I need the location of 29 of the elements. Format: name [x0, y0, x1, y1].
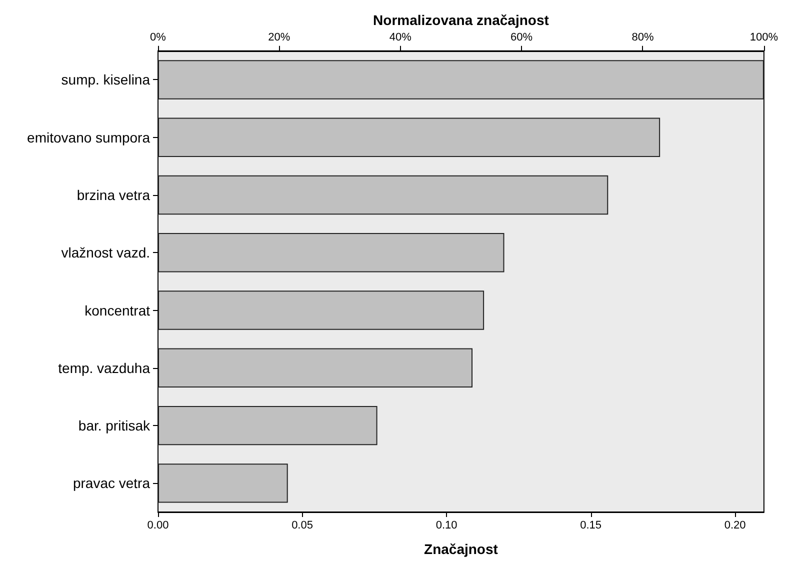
bar [158, 348, 473, 388]
x-tick-label: 0.05 [292, 520, 313, 532]
bar [158, 118, 660, 157]
y-tick-label: temp. vazduha [58, 360, 150, 376]
y-tick-label: koncentrat [84, 302, 150, 318]
x-tick-label: 0.10 [436, 520, 458, 532]
bar [158, 233, 504, 272]
x2-tick-label: 40% [389, 31, 412, 44]
y-tick-label: vlažnost vazd. [61, 244, 150, 261]
y-tick-label: bar. pritisak [78, 418, 151, 434]
bar [158, 175, 608, 215]
x-tick-label: 0.00 [147, 520, 169, 532]
x-axis-title: Značajnost [424, 541, 498, 557]
y-tick-label: sump. kiselina [61, 72, 150, 88]
x2-tick-label: 60% [510, 31, 533, 44]
bar [158, 406, 378, 446]
y-tick-label: emitovano sumpora [27, 129, 150, 146]
bar [158, 464, 288, 503]
bar [158, 290, 484, 330]
x-tick-label: 0.15 [580, 520, 602, 532]
x2-tick-label: 0% [150, 31, 166, 44]
y-tick-label: pravac vetra [72, 475, 150, 492]
x2-tick-label: 100% [750, 31, 778, 44]
y-tick-label: brzina vetra [76, 186, 150, 203]
bar [158, 60, 764, 100]
x-tick-label: 0.20 [724, 520, 746, 532]
x2-tick-label: 80% [632, 31, 654, 44]
x2-tick-label: 20% [268, 31, 290, 44]
x2-axis-title: Normalizovana značajnost [373, 12, 550, 28]
